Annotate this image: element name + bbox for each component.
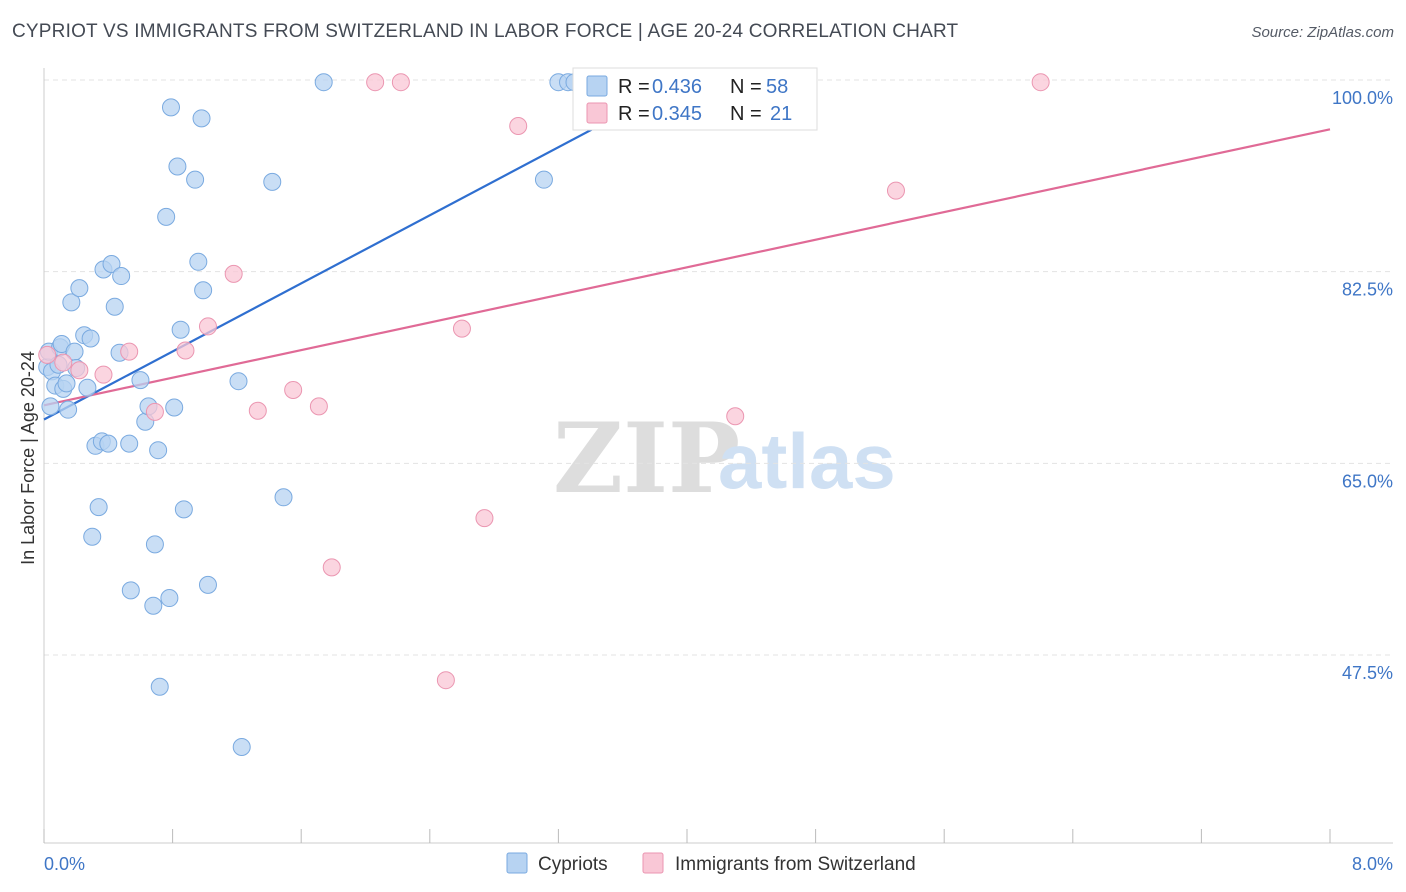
switzerland-point <box>38 345 57 364</box>
cypriot-point <box>81 329 100 348</box>
bottom-legend-swatch-cypriots <box>506 852 528 874</box>
cypriot-point <box>165 398 184 417</box>
cypriot-point <box>105 297 124 316</box>
cypriot-point <box>161 98 180 117</box>
legend-r-value-cypriots: 0.436 <box>652 76 702 98</box>
chart-title: CYPRIOT VS IMMIGRANTS FROM SWITZERLAND I… <box>12 21 959 42</box>
switzerland-point <box>322 558 341 577</box>
legend-n-label-cypriots: N = <box>730 76 762 98</box>
switzerland-point <box>145 402 164 421</box>
cypriot-point <box>274 488 293 507</box>
correlation-legend: R = 0.436 N = 58 R = 0.345 N = 21 <box>572 67 818 131</box>
cypriot-point <box>131 371 150 390</box>
cypriot-point <box>232 738 251 756</box>
cypriot-point <box>229 372 248 391</box>
switzerland-point <box>475 509 494 528</box>
legend-r-label-cypriots: R = <box>618 76 650 98</box>
legend-n-value-cypriots: 58 <box>766 76 788 98</box>
cypriot-point <box>89 498 108 517</box>
cypriot-point <box>194 281 213 300</box>
switzerland-point <box>224 264 243 283</box>
cypriot-point <box>149 441 168 460</box>
series-legend: Cypriots Immigrants from Switzerland <box>506 852 916 875</box>
y-tick-labels: 100.0% 82.5% 65.0% 47.5% <box>1332 88 1393 683</box>
cypriot-point <box>174 500 193 519</box>
y-tick-label: 82.5% <box>1342 280 1393 300</box>
switzerland-trend-line <box>43 128 1331 407</box>
switzerland-point <box>120 342 139 361</box>
cypriot-point <box>99 434 118 453</box>
cypriot-point <box>171 320 190 339</box>
switzerland-point <box>726 407 745 426</box>
legend-swatch-cypriots <box>586 75 608 97</box>
switzerland-point <box>248 401 267 420</box>
cypriot-point <box>57 374 76 393</box>
cypriot-point <box>150 677 169 696</box>
switzerland-point <box>198 317 217 336</box>
trend-lines <box>43 86 1331 421</box>
bottom-legend-label-cypriots: Cypriots <box>538 854 608 875</box>
cypriot-point <box>78 378 97 397</box>
cypriot-point <box>314 73 333 92</box>
y-tick-label: 47.5% <box>1342 663 1393 683</box>
switzerland-point <box>436 671 455 690</box>
cypriot-point <box>62 293 81 312</box>
cypriot-point <box>59 400 78 419</box>
cypriot-point <box>198 575 217 594</box>
cypriot-point <box>121 581 140 600</box>
legend-box <box>572 67 818 131</box>
y-tick-label: 65.0% <box>1342 471 1393 491</box>
y-axis-label: In Labor Force | Age 20-24 <box>18 351 38 565</box>
cypriot-point <box>144 596 163 615</box>
bottom-legend-label-switzerland: Immigrants from Switzerland <box>675 854 916 875</box>
cypriot-trend-line <box>43 86 672 421</box>
data-points <box>38 73 1050 756</box>
switzerland-point <box>366 73 385 92</box>
switzerland-point <box>176 341 195 360</box>
cypriot-point <box>189 252 208 271</box>
watermark-zip: ZIP <box>553 402 740 515</box>
legend-swatch-switzerland <box>586 102 608 124</box>
cypriot-point <box>168 157 187 176</box>
cypriot-point <box>263 172 282 191</box>
switzerland-point <box>70 361 89 380</box>
cypriot-point <box>41 397 60 416</box>
watermark-atlas: atlas <box>718 417 896 505</box>
x-tick-labels: 0.0% 8.0% <box>44 854 1393 874</box>
switzerland-point <box>452 319 471 338</box>
cypriot-point <box>186 170 205 189</box>
legend-r-label-switzerland: R = <box>618 103 650 125</box>
cypriot-point <box>145 535 164 554</box>
cypriot-point <box>102 255 121 273</box>
switzerland-point <box>94 365 113 384</box>
legend-r-value-switzerland: 0.345 <box>652 103 702 125</box>
switzerland-point <box>509 117 528 135</box>
watermark: ZIP atlas <box>553 402 896 515</box>
legend-n-label-switzerland: N = <box>730 103 762 125</box>
cypriot-point <box>120 434 139 453</box>
switzerland-point <box>309 397 328 416</box>
cypriot-point <box>70 279 89 298</box>
axes <box>43 68 1393 844</box>
switzerland-point <box>886 181 905 200</box>
switzerland-point <box>284 380 303 399</box>
x-tick-label: 8.0% <box>1352 854 1393 874</box>
legend-n-value-switzerland: 21 <box>770 103 792 125</box>
source-label: Source: ZipAtlas.com <box>1251 24 1394 41</box>
gridlines <box>44 79 1393 656</box>
y-tick-label: 100.0% <box>1332 88 1393 108</box>
x-tick-label: 0.0% <box>44 854 85 874</box>
cypriot-point <box>534 170 553 189</box>
cypriot-point <box>112 267 131 286</box>
switzerland-point <box>391 73 410 92</box>
cypriot-point <box>192 109 211 128</box>
bottom-legend-swatch-switzerland <box>642 852 664 874</box>
cypriot-point <box>157 207 176 226</box>
cypriot-point <box>83 527 102 546</box>
switzerland-point <box>54 353 73 372</box>
cypriot-point <box>160 589 179 608</box>
switzerland-point <box>1031 73 1050 92</box>
